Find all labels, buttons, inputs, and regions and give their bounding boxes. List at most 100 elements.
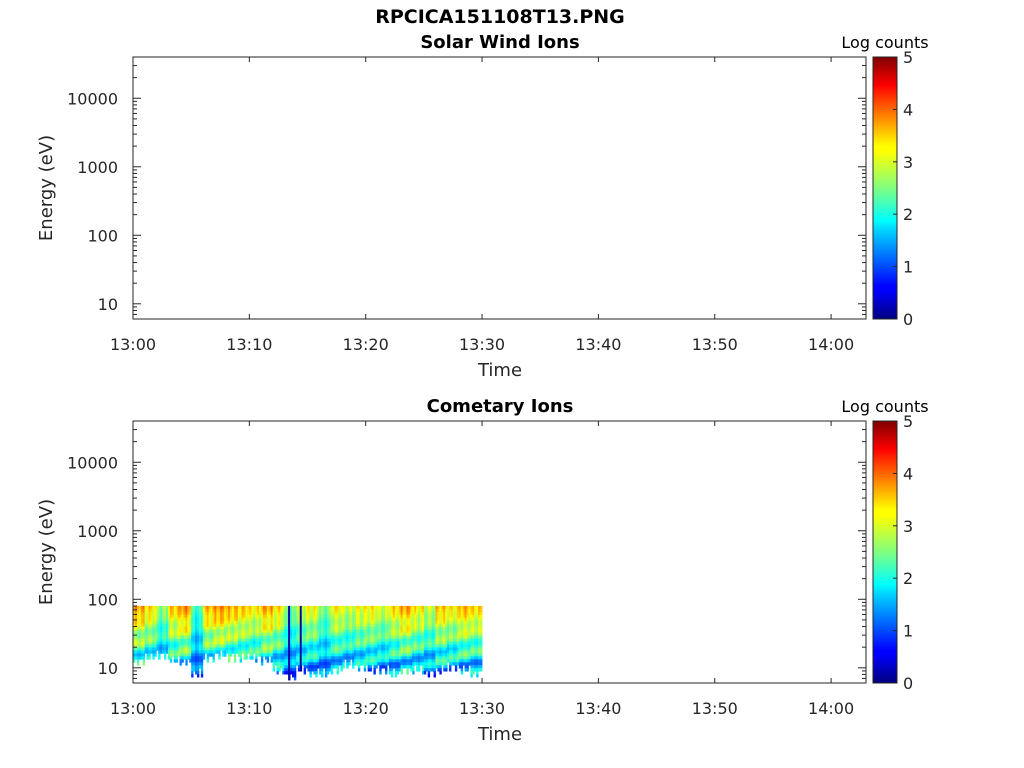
spectrogram-cell [286,641,289,645]
spectrogram-cell [433,608,436,613]
spectrogram-cell [303,623,306,628]
spectrogram-cell [396,644,400,648]
spectrogram-cell [142,608,146,613]
spectrogram-cell [272,620,275,625]
spectrogram-cell [243,611,246,616]
spectrogram-cell [193,641,196,645]
spectrogram-cell [454,638,458,642]
spectrogram-cell [229,614,233,619]
spectrogram-cell [350,632,353,636]
spectrogram-cell [336,626,339,631]
spectrogram-cell [338,656,341,660]
spectrogram-cell [470,641,473,645]
spectrogram-cell [451,620,454,625]
spectrogram-cell [375,641,378,645]
spectrogram-cell [220,608,223,613]
spectrogram-cell [468,635,471,639]
spectrogram-cell [387,629,390,633]
spectrogram-cell [319,635,322,639]
spectrogram-cell [251,605,254,610]
spectrogram-cell [379,647,382,651]
spectrogram-cell [383,653,386,657]
spectrogram-cell [379,605,382,610]
spectrogram-cell [167,644,171,648]
spectrogram-cell [350,605,353,610]
spectrogram-cell [406,638,409,642]
spectrogram-cell [309,644,312,648]
spectrogram-cell [381,611,384,616]
spectrogram-cell [470,662,473,666]
spectrogram-cell [472,605,475,610]
spectrogram-cell [280,638,283,642]
spectrogram-cell [187,638,190,642]
spectrogram-cell [381,650,384,654]
spectrogram-cell [385,659,388,663]
spectrogram-cell [480,629,483,633]
spectrogram-cell [179,659,182,663]
spectrogram-cell [150,635,153,639]
spectrogram-cell [445,626,448,631]
x-tick-label: 13:30 [459,699,505,718]
spectrogram-cell [381,623,384,628]
spectrogram-cell [229,629,233,633]
spectrogram-cell [305,665,308,669]
spectrogram-cell [460,671,464,675]
spectrogram-cell [198,635,202,639]
spectrogram-cell [195,614,198,619]
spectrogram-cell [336,620,339,625]
spectrogram-cell [171,626,175,631]
spectrogram-cell [191,617,194,622]
spectrogram-cell [233,611,237,616]
spectrogram-cell [388,605,392,610]
spectrogram-cell [394,632,398,636]
spectrogram-cell [292,608,295,613]
spectrogram-cell [243,647,246,651]
spectrogram-cell [470,638,473,642]
x-tick-label: 13:50 [692,335,738,354]
spectrogram-cell [385,629,388,633]
spectrogram-cell [284,629,287,633]
spectrogram-cell [390,638,394,642]
spectrogram-cell [418,656,421,660]
spectrogram-cell [324,659,328,663]
spectrogram-cell [476,614,479,619]
spectrogram-cell [410,617,413,622]
spectrogram-cell [158,605,161,610]
spectrogram-cell [350,656,353,660]
spectrogram-cell [212,614,215,619]
spectrogram-cell [160,608,163,613]
spectrogram-cell [259,632,262,636]
spectrogram-cell [249,605,252,610]
spectrogram-cell [247,605,250,610]
spectrogram-cell [332,650,336,654]
spectrogram-cell [315,638,318,642]
spectrogram-cell [253,626,256,631]
spectrogram-cell [346,650,349,654]
spectrogram-cell [392,626,396,631]
spectrogram-cell [474,644,477,648]
spectrogram-cell [464,650,467,654]
spectrogram-cell [142,632,146,636]
spectrogram-cell [154,632,157,636]
spectrogram-cell [423,608,427,613]
spectrogram-cell [247,617,250,622]
spectrogram-cell [175,632,178,636]
spectrogram-cell [377,653,380,657]
spectrogram-cell [402,662,405,666]
spectrogram-cell [474,665,477,669]
spectrogram-cell [284,614,287,619]
spectrogram-cell [404,641,407,645]
spectrogram-cell [160,650,163,654]
spectrogram-cell [175,656,178,660]
spectrogram-cell [381,638,384,642]
spectrogram-cell [468,653,471,657]
spectrogram-cell [387,635,390,639]
spectrogram-cell [290,635,293,639]
spectrogram-cell [270,644,274,648]
spectrogram-cell [293,608,297,613]
spectrogram-cell [363,611,367,616]
spectrogram-cell [412,647,415,651]
spectrogram-cell [404,608,407,613]
spectrogram-cell [299,638,303,642]
spectrogram-cell [148,629,151,633]
